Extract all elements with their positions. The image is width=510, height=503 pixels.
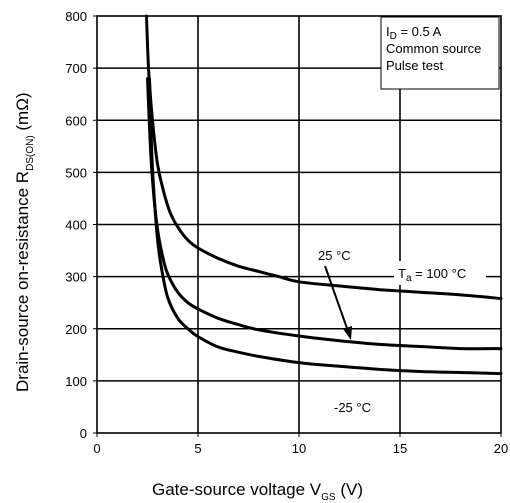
y-tick-label: 800 (65, 9, 87, 24)
y-tick-label: 300 (65, 270, 87, 285)
plot-frame (96, 15, 502, 434)
series-label-25c: 25 °C (318, 248, 351, 263)
series-group (145, 14, 503, 376)
y-tick-label: 100 (65, 374, 87, 389)
y-tick-label: 500 (65, 165, 87, 180)
y-tick-label: 700 (65, 61, 87, 76)
series-line-100c (145, 14, 503, 300)
y-tick-label: 600 (65, 113, 87, 128)
label-25c-arrowhead (343, 326, 352, 340)
x-tick-label: 10 (292, 441, 306, 456)
label-100-background (394, 261, 486, 285)
x-tick-label: 15 (393, 441, 407, 456)
condition-line-2: Common source (386, 41, 481, 56)
y-axis-label: Drain-source on-resistance RDS(ON) (mΩ) (13, 92, 36, 392)
series-line-minus25c (148, 77, 503, 376)
x-tick-label: 20 (494, 441, 508, 456)
x-tick-label: 5 (194, 441, 201, 456)
x-tick-label: 0 (93, 441, 100, 456)
series-label-100c: Ta = 100 °C (398, 266, 466, 284)
y-tick-labels: 0 100 200 300 400 500 600 700 800 (65, 9, 87, 441)
condition-line-3: Pulse test (386, 58, 443, 73)
condition-box (380, 16, 500, 90)
label-25c-arrow (324, 265, 350, 335)
y-tick-label: 400 (65, 218, 87, 233)
x-axis-label: Gate-source voltage VGS (V) (152, 480, 363, 503)
condition-line-1: ID = 0.5 A (386, 24, 442, 42)
x-tick-labels: 0 5 10 15 20 (93, 441, 508, 456)
y-tick-label: 200 (65, 322, 87, 337)
y-tick-label: 0 (80, 426, 87, 441)
series-label-minus25c: -25 °C (334, 400, 371, 415)
